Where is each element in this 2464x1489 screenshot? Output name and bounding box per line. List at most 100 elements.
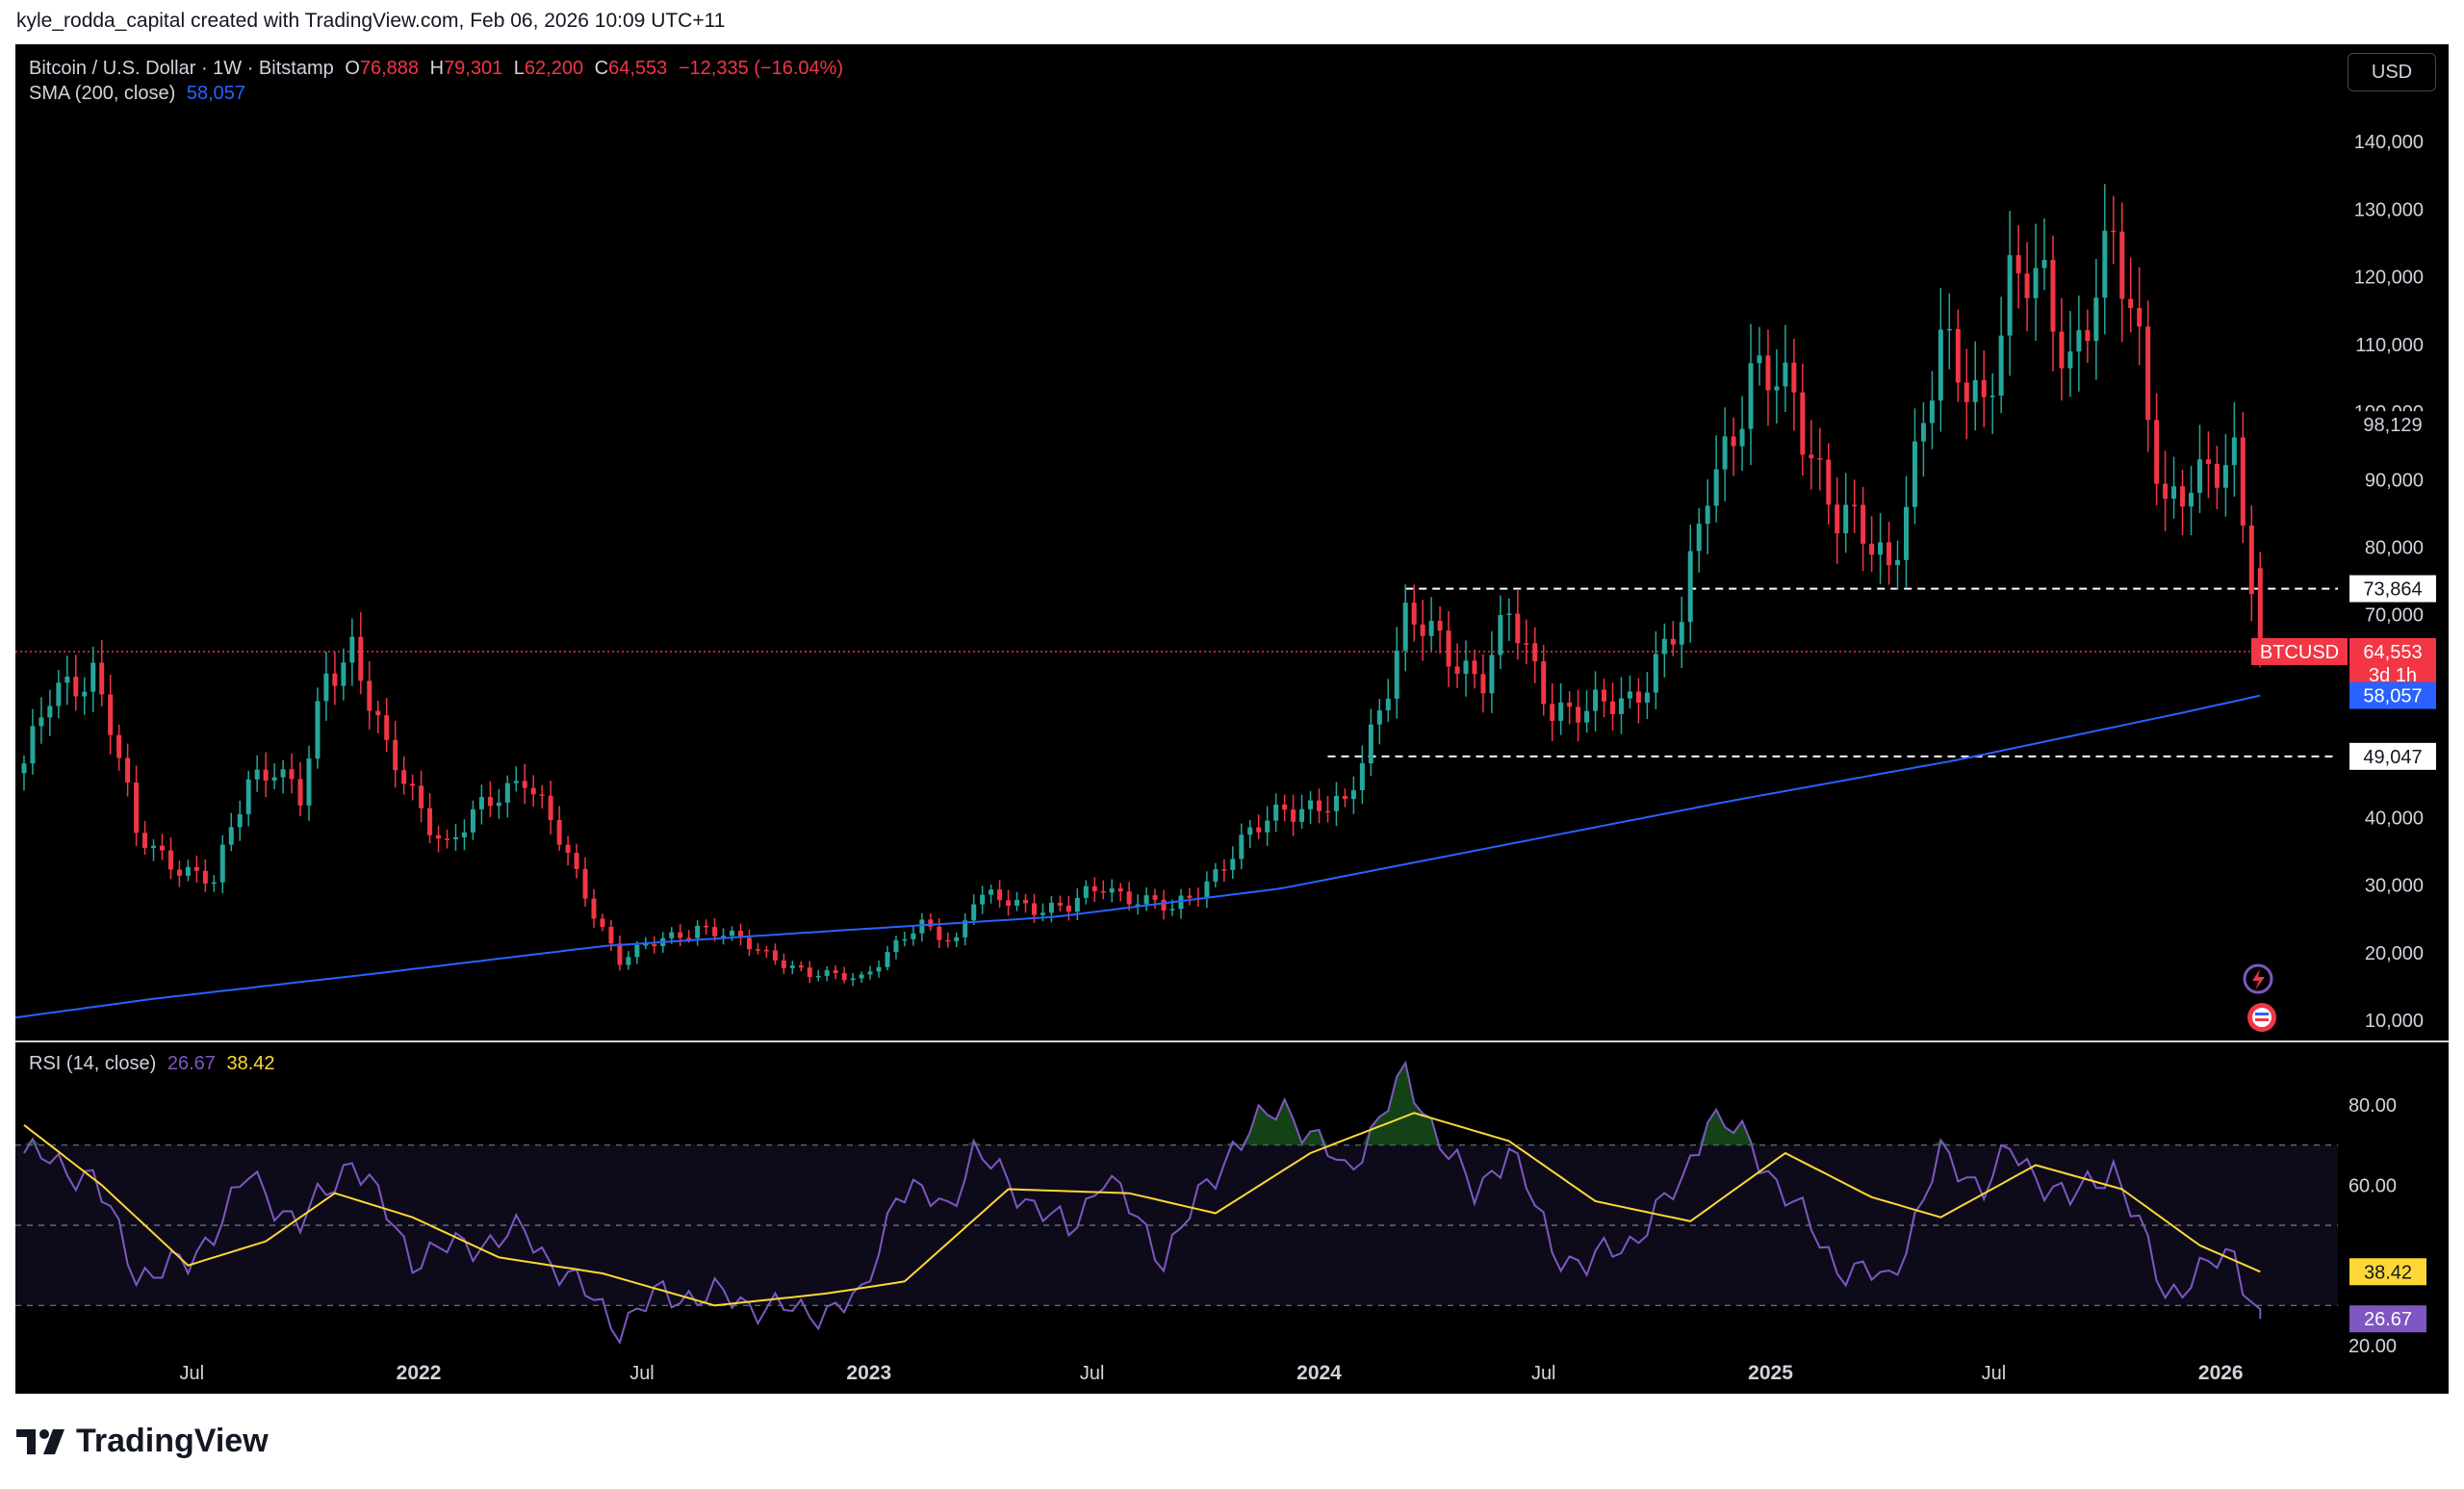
candle[interactable] [522,763,527,805]
candle[interactable] [1239,823,1245,869]
candle[interactable] [772,943,778,965]
candle[interactable] [876,960,882,978]
candle[interactable] [1221,859,1227,883]
candle[interactable] [2033,223,2039,342]
candle[interactable] [1739,396,1745,472]
candle[interactable] [2171,456,2177,519]
candle[interactable] [582,857,588,907]
candle[interactable] [1333,782,1339,827]
candle[interactable] [2189,465,2194,536]
candle[interactable] [176,860,182,887]
candle[interactable] [306,745,312,821]
candle[interactable] [1783,324,1788,412]
candle[interactable] [1593,671,1599,732]
candle[interactable] [2024,242,2030,332]
candle[interactable] [1291,794,1296,836]
candle[interactable] [781,953,786,974]
candle[interactable] [859,971,864,984]
candle[interactable] [263,752,269,798]
candle[interactable] [202,859,208,892]
candle[interactable] [1480,654,1486,713]
candle[interactable] [1696,507,1702,573]
rsi-ma-line[interactable] [23,1112,2261,1307]
candle[interactable] [254,755,260,792]
candle[interactable] [1774,348,1780,424]
candle[interactable] [867,965,873,980]
candle[interactable] [2163,450,2169,531]
candle[interactable] [38,697,44,744]
candle[interactable] [893,936,899,960]
candle[interactable] [1748,323,1754,466]
candle[interactable] [1143,886,1149,911]
candle[interactable] [902,932,908,947]
candle[interactable] [1023,893,1029,913]
candle[interactable] [539,784,545,809]
candle[interactable] [496,788,501,819]
candle[interactable] [1558,682,1564,735]
candle[interactable] [841,966,847,984]
candle[interactable] [73,655,79,711]
candle[interactable] [64,655,70,706]
candle[interactable] [1800,363,1806,476]
candle[interactable] [436,825,442,853]
candle[interactable] [375,701,381,734]
candle[interactable] [1117,883,1123,902]
candle[interactable] [1048,896,1054,923]
candle[interactable] [1602,679,1607,718]
candle[interactable] [2102,184,2108,335]
candle[interactable] [1350,776,1356,814]
candle[interactable] [600,913,605,932]
candle[interactable] [2180,469,2186,536]
candle[interactable] [1609,682,1615,732]
candle[interactable] [2119,202,2125,343]
candle[interactable] [1955,309,1961,402]
candle[interactable] [798,961,804,972]
candle[interactable] [513,766,519,792]
candle[interactable] [1376,699,1382,745]
candle[interactable] [824,966,830,982]
candle[interactable] [30,708,36,775]
candle[interactable] [1437,605,1443,654]
candle[interactable] [1006,889,1012,916]
candle[interactable] [1515,589,1521,660]
candle[interactable] [755,942,760,955]
candle[interactable] [730,926,735,941]
candle[interactable] [1852,479,1858,533]
candle[interactable] [1765,329,1771,426]
candle[interactable] [1903,475,1909,588]
candle[interactable] [2093,259,2099,380]
candle[interactable] [323,651,329,721]
candle[interactable] [1731,417,1736,476]
candle[interactable] [919,912,925,942]
candle[interactable] [1463,640,1469,697]
candle[interactable] [980,886,986,914]
candle[interactable] [1541,645,1547,716]
candle[interactable] [1653,630,1658,709]
candle[interactable] [289,753,295,794]
candle[interactable] [911,925,916,946]
candle[interactable] [1661,623,1667,678]
candle[interactable] [245,770,251,827]
candle[interactable] [1567,691,1573,725]
candle[interactable] [1550,682,1555,741]
candle[interactable] [2137,267,2143,366]
candle[interactable] [1687,525,1693,643]
candle[interactable] [721,928,727,945]
candle[interactable] [478,784,484,825]
candle[interactable] [2067,311,2073,398]
candle[interactable] [1014,891,1020,911]
candle[interactable] [1506,598,1512,641]
candle[interactable] [452,824,458,852]
candle[interactable] [1843,473,1849,553]
candle[interactable] [591,888,597,928]
candle[interactable] [384,698,390,753]
candle[interactable] [116,724,122,771]
candle[interactable] [746,929,752,957]
candle[interactable] [2015,225,2021,309]
candle[interactable] [2145,300,2151,452]
candle[interactable] [1938,288,1943,432]
candle[interactable] [2231,401,2237,497]
candle[interactable] [1584,690,1590,733]
candle[interactable] [1109,879,1115,903]
candle[interactable] [945,932,951,948]
